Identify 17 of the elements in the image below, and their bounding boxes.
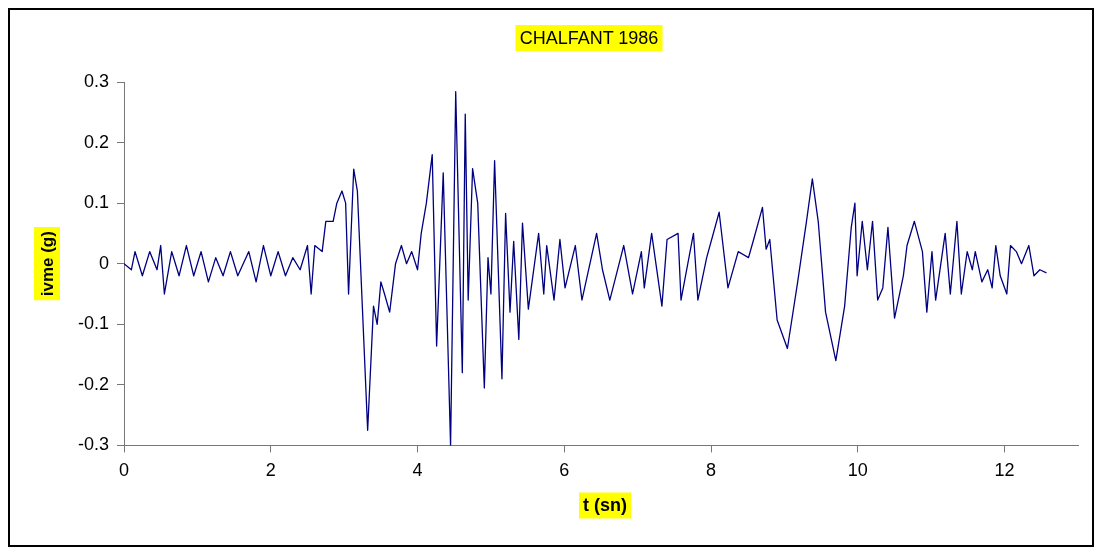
x-tick-label: 8 (706, 460, 717, 481)
y-tick-label: 0 (99, 252, 110, 273)
chart-title: CHALFANT 1986 (519, 27, 659, 48)
y-tick-label: 0.1 (83, 192, 110, 213)
x-tick-label: 12 (994, 460, 1015, 481)
y-tick-label: 0.2 (83, 131, 110, 152)
y-tick-label: 0.3 (83, 70, 110, 91)
y-tick-label: -0.3 (77, 434, 110, 455)
y-axis-title: ivme (g) (37, 231, 57, 297)
x-tick-label: 4 (412, 460, 423, 481)
y-tick-label: -0.2 (77, 373, 110, 394)
x-tick-label: 2 (265, 460, 276, 481)
x-tick-label: 0 (119, 460, 130, 481)
y-tick-label: -0.1 (77, 313, 110, 334)
x-tick-label: 10 (847, 460, 868, 481)
x-axis-title: t (sn) (583, 495, 628, 516)
x-tick-label: 6 (559, 460, 570, 481)
